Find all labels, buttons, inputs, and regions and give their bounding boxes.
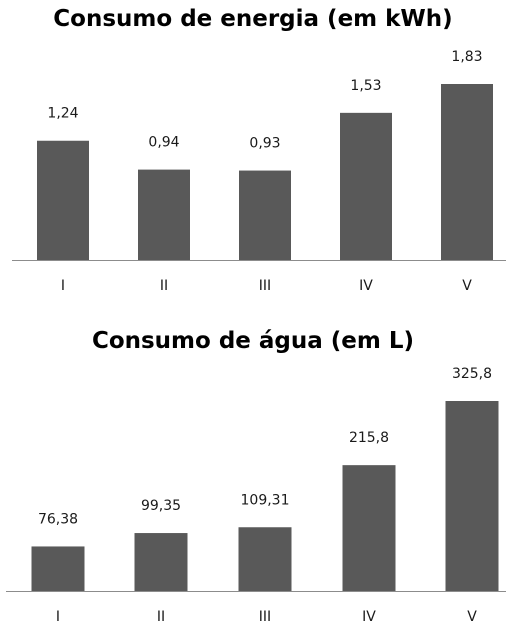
energy-value-label-iii: 0,93 xyxy=(249,136,280,152)
energy-bar-ii xyxy=(138,169,190,260)
water-value-label-ii: 99,35 xyxy=(141,498,181,514)
water-value-label-iii: 109,31 xyxy=(241,492,290,508)
water-chart-title: Consumo de água (em L) xyxy=(91,328,415,354)
energy-bar-iv xyxy=(340,112,392,260)
water-value-label-iv: 215,8 xyxy=(349,430,389,446)
energy-category-label-iii: III xyxy=(259,278,271,294)
energy-chart: 1,24 I 0,94 II 0,93 III 1,53 IV 1,83 V xyxy=(12,49,506,294)
water-bar-iv xyxy=(342,465,396,591)
energy-bar-i xyxy=(37,140,89,260)
water-value-label-i: 76,38 xyxy=(38,511,78,527)
energy-value-label-i: 1,24 xyxy=(47,106,78,122)
water-bar-v xyxy=(445,401,499,591)
water-bar-i xyxy=(31,546,85,591)
water-category-label-ii: II xyxy=(157,609,165,622)
energy-value-label-v: 1,83 xyxy=(451,49,482,65)
water-category-label-iii: III xyxy=(259,609,271,622)
water-category-label-v: V xyxy=(467,609,477,622)
energy-category-label-ii: II xyxy=(160,278,168,294)
energy-chart-title: Consumo de energia (em kWh) xyxy=(53,6,453,32)
water-bar-iii xyxy=(238,527,292,591)
water-category-label-i: I xyxy=(56,609,60,622)
energy-bar-iii xyxy=(239,170,291,260)
energy-bar-v xyxy=(441,84,493,260)
energy-value-label-ii: 0,94 xyxy=(148,135,179,151)
energy-category-label-v: V xyxy=(462,278,472,294)
energy-value-label-iv: 1,53 xyxy=(350,78,381,94)
water-category-label-iv: IV xyxy=(362,609,376,622)
energy-category-label-iv: IV xyxy=(359,278,373,294)
energy-category-label-i: I xyxy=(61,278,65,294)
water-bar-ii xyxy=(134,533,188,591)
water-value-label-v: 325,8 xyxy=(452,366,492,382)
